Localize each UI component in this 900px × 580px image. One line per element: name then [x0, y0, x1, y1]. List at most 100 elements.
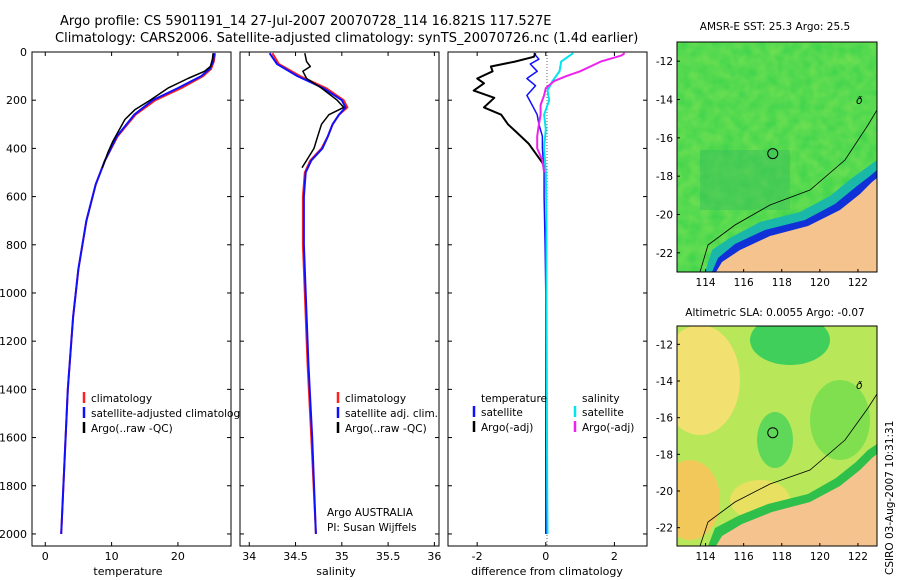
sla-map-title: Altimetric SLA: 0.0055 Argo: -0.07 — [685, 307, 864, 319]
salinity-ticks: 34 34.5 35 35.5 36 — [240, 51, 441, 563]
sla-high-southwest — [677, 460, 720, 540]
y-tick-label: 2000 — [0, 528, 27, 541]
x-tick-label: 34 — [242, 550, 256, 563]
y-tick-label: 1800 — [0, 480, 27, 493]
sla-high-west — [677, 326, 740, 435]
map-x-tick-label: 122 — [848, 277, 868, 289]
series-line-argo-raw-qc- — [301, 53, 345, 169]
salinity-panel: 34 34.5 35 35.5 36 salinity climatology sate… — [239, 51, 441, 578]
x-tick-label: 34.5 — [283, 550, 308, 563]
sla-map-panel: Altimetric SLA: 0.0055 Argo: -0.07 ð 114… — [656, 307, 878, 563]
y-tick-label: 1000 — [0, 287, 27, 300]
y-tick-label: 800 — [6, 239, 27, 252]
legend-label-satellite: satellite-adjusted climatology — [91, 408, 246, 420]
map-x-tick-label: 122 — [848, 551, 868, 563]
map-x-tick-label: 114 — [696, 551, 716, 563]
map-y-tick-label: -20 — [656, 486, 673, 498]
map-y-tick-label: -22 — [656, 523, 673, 535]
legend-label-climatology: climatology — [91, 393, 152, 405]
temperature-series — [60, 53, 217, 535]
salinity-legend: climatology satellite adj. clim. Argo(..… — [336, 392, 438, 435]
sst-argo-marker — [767, 148, 779, 160]
x-tick-label: 0 — [542, 550, 549, 563]
map-y-tick-label: -18 — [656, 171, 673, 183]
map-y-tick-label: -12 — [656, 56, 673, 68]
figure-title-line2: Climatology: CARS2006. Satellite-adjuste… — [55, 31, 638, 46]
sla-map-frame — [676, 325, 878, 547]
x-tick-label: 2 — [611, 550, 618, 563]
figure-title-line1: Argo profile: CS 5901191_14 27-Jul-2007 … — [60, 14, 551, 29]
difference-legend: temperature satellite Argo(-adj) salinit… — [472, 393, 634, 434]
sst-cool-patch — [700, 150, 790, 210]
sst-map-ticks: 114 116 118 120 122 -12 -14 -16 -18 -20 -22 — [656, 56, 868, 289]
sla-low-center — [757, 412, 793, 468]
temperature-legend: climatology satellite-adjusted climatolo… — [82, 392, 246, 435]
sla-low-north — [750, 326, 830, 365]
map-x-tick-label: 116 — [734, 551, 754, 563]
x-tick-label: 0 — [42, 550, 49, 563]
y-tick-label: 0 — [20, 46, 27, 59]
sst-map-frame — [676, 41, 878, 273]
map-y-tick-label: -16 — [656, 133, 673, 145]
series-line-temperature-argo-adj- — [472, 52, 547, 173]
map-y-tick-label: -16 — [656, 413, 673, 425]
legend-label-argo: Argo(..raw -QC) — [345, 423, 427, 435]
annotation-pi: PI: Susan Wijffels — [327, 522, 417, 534]
x-tick-label: 36 — [427, 550, 441, 563]
map-x-tick-label: 120 — [810, 277, 830, 289]
sst-map-panel: AMSR-E SST: 25.3 Argo: 25.5 ð 114 116 118 1… — [656, 21, 878, 289]
x-tick-label: -2 — [472, 550, 483, 563]
map-y-tick-label: -14 — [656, 95, 673, 107]
y-tick-label: 1600 — [0, 432, 27, 445]
legend-title-temperature: temperature — [481, 393, 547, 405]
map-x-tick-label: 120 — [810, 551, 830, 563]
x-tick-label: 35.5 — [376, 550, 401, 563]
difference-xlabel: difference from climatology — [471, 565, 623, 578]
legend-label-temp-argo: Argo(-adj) — [481, 422, 533, 434]
legend-label-sal-satellite: satellite — [582, 407, 624, 419]
map-y-tick-label: -18 — [656, 449, 673, 461]
legend-label-sal-argo: Argo(-adj) — [582, 422, 634, 434]
sla-argo-marker — [767, 427, 779, 439]
sla-land — [716, 454, 877, 546]
map-y-tick-label: -20 — [656, 210, 673, 222]
series-line-salinity-satellite — [543, 52, 574, 535]
map-x-tick-label: 118 — [772, 277, 792, 289]
x-tick-label: 35 — [335, 550, 349, 563]
x-tick-label: 10 — [105, 550, 119, 563]
temperature-plot-frame — [31, 51, 232, 547]
sla-depth-contour — [699, 393, 877, 546]
series-line-argo-raw-qc- — [101, 53, 214, 168]
sla-map-ticks: 114 116 118 120 122 -12 -14 -16 -18 -20 -22 — [656, 339, 868, 563]
temperature-panel: 0 10 2002004006008001000120014001600180020… — [0, 46, 246, 578]
legend-label-argo: Argo(..raw -QC) — [91, 423, 173, 435]
y-tick-label: 1400 — [0, 383, 27, 396]
difference-series — [472, 52, 626, 535]
legend-label-satellite: satellite adj. clim. — [345, 408, 438, 420]
annotation-argo-australia: Argo AUSTRALIA — [327, 507, 414, 519]
series-line-salinity-argo-adj- — [536, 52, 626, 173]
legend-title-salinity: salinity — [582, 393, 620, 405]
temperature-ticks: 0 10 2002004006008001000120014001600180020… — [0, 46, 231, 563]
timestamp-side-text: CSIRO 03-Aug-2007 10:31:31 — [884, 421, 896, 575]
sla-island-glyph: ð — [856, 380, 863, 392]
map-x-tick-label: 116 — [734, 277, 754, 289]
salinity-series — [268, 52, 349, 535]
sst-depth-contour — [699, 109, 877, 272]
salinity-plot-frame — [239, 51, 440, 547]
map-x-tick-label: 114 — [696, 277, 716, 289]
legend-label-temp-satellite: satellite — [481, 407, 523, 419]
difference-panel: -2 0 2 difference from climatology tempera… — [447, 51, 648, 578]
x-tick-label: 20 — [171, 550, 185, 563]
series-line-satellite-adjusted-climatology — [60, 53, 216, 535]
difference-ticks: -2 0 2 — [448, 51, 647, 563]
y-tick-label: 1200 — [0, 335, 27, 348]
map-x-tick-label: 118 — [772, 551, 792, 563]
sst-land — [716, 178, 877, 272]
sla-low-east — [810, 380, 870, 460]
sst-map-title: AMSR-E SST: 25.3 Argo: 25.5 — [700, 21, 850, 33]
temperature-xlabel: temperature — [93, 565, 162, 578]
legend-label-climatology: climatology — [345, 393, 406, 405]
series-line-temperature-satellite — [526, 52, 547, 534]
